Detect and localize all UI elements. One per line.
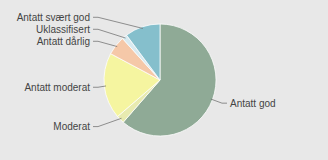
pie (104, 24, 216, 136)
leader-line (93, 86, 106, 87)
leader-line (93, 41, 117, 46)
slice-label: Antatt moderat (24, 82, 90, 93)
slice-label: Antatt dårlig (37, 36, 90, 47)
leader-line (93, 17, 143, 28)
chart: Antatt god Moderat Antatt moderat Antatt då… (0, 0, 328, 160)
slice (127, 24, 160, 80)
leader-lines (93, 17, 227, 126)
leader-line (93, 29, 126, 38)
slice-label: Moderat (53, 121, 90, 132)
leader-line (211, 99, 227, 103)
slice-label: Antatt svært god (17, 12, 90, 23)
leader-line (93, 118, 121, 126)
slice-label: Antatt god (230, 98, 276, 109)
labels: Antatt god Moderat Antatt moderat Antatt då… (17, 12, 276, 132)
slice-label: Uklassifisert (36, 24, 90, 35)
